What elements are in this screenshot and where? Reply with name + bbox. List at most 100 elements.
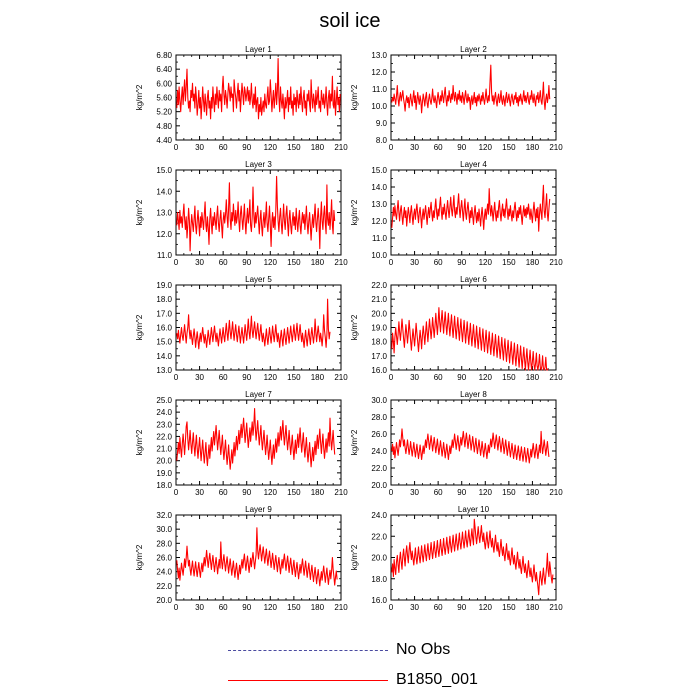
y-tick-label: 32.0 (156, 511, 172, 520)
y-tick-label: 20.0 (371, 554, 387, 563)
y-axis-label: kg/m^2 (135, 314, 144, 340)
y-tick-label: 18.0 (156, 481, 172, 490)
x-tick-label: 60 (219, 603, 228, 612)
y-tick-label: 24.0 (156, 408, 172, 417)
y-tick-label: 17.0 (156, 309, 172, 318)
x-tick-label: 90 (242, 258, 251, 267)
y-tick-label: 10.0 (371, 102, 387, 111)
y-tick-label: 22.0 (156, 582, 172, 591)
legend-b1850-label: B1850_001 (396, 671, 478, 688)
x-tick-label: 30 (410, 603, 419, 612)
y-tick-label: 18.0 (156, 295, 172, 304)
x-tick-label: 60 (219, 488, 228, 497)
series-line (391, 307, 549, 371)
y-tick-label: 11.0 (157, 251, 173, 260)
x-tick-label: 90 (242, 373, 251, 382)
x-tick-label: 0 (389, 603, 394, 612)
x-tick-label: 180 (526, 258, 540, 267)
x-tick-label: 120 (264, 258, 278, 267)
y-tick-label: 19.0 (156, 281, 172, 290)
x-tick-label: 180 (311, 258, 325, 267)
y-axis-label: kg/m^2 (135, 199, 144, 225)
x-tick-label: 60 (219, 258, 228, 267)
y-tick-label: 4.40 (156, 136, 172, 145)
x-tick-label: 60 (434, 373, 443, 382)
panels-canvas: Layer 1 kg/m^2 0 30 60 90 120 150 180 210 4.40 4.80… (135, 45, 563, 612)
panel-9: Layer 9 kg/m^2 0 30 60 90 120 150 180 210 20.0 22.0… (135, 505, 348, 612)
x-tick-label: 120 (479, 488, 493, 497)
x-tick-label: 30 (410, 488, 419, 497)
x-tick-label: 180 (526, 143, 540, 152)
series-line (391, 64, 551, 114)
x-tick-label: 210 (549, 373, 563, 382)
y-tick-label: 23.0 (156, 420, 172, 429)
y-tick-label: 5.20 (156, 108, 172, 117)
x-tick-label: 180 (311, 373, 325, 382)
panel-title: Layer 4 (460, 160, 487, 169)
x-tick-label: 30 (195, 603, 204, 612)
series-line (176, 527, 338, 587)
y-tick-label: 6.00 (156, 79, 172, 88)
y-axis-label: kg/m^2 (350, 199, 359, 225)
x-tick-label: 210 (334, 488, 348, 497)
panel-title: Layer 7 (245, 390, 272, 399)
panel-title: Layer 8 (460, 390, 487, 399)
x-tick-label: 150 (502, 258, 516, 267)
x-tick-label: 180 (311, 603, 325, 612)
x-tick-label: 180 (526, 373, 540, 382)
x-tick-label: 30 (195, 488, 204, 497)
x-tick-label: 30 (195, 373, 204, 382)
y-tick-label: 20.0 (371, 481, 387, 490)
x-tick-label: 90 (242, 603, 251, 612)
x-tick-label: 0 (174, 373, 179, 382)
x-tick-label: 150 (287, 143, 301, 152)
x-tick-label: 0 (174, 143, 179, 152)
legend-no-obs-label: No Obs (396, 641, 451, 658)
y-axis-label: kg/m^2 (350, 429, 359, 455)
y-tick-label: 22.0 (156, 432, 172, 441)
y-tick-label: 15.0 (371, 166, 387, 175)
x-tick-label: 150 (502, 603, 516, 612)
series-line (391, 428, 550, 464)
panel-8: Layer 8 kg/m^2 0 30 60 90 120 150 180 210 20.0 22.0… (350, 390, 563, 497)
y-tick-label: 18.0 (371, 575, 387, 584)
x-tick-label: 90 (457, 143, 466, 152)
x-tick-label: 120 (264, 143, 278, 152)
x-tick-label: 90 (457, 603, 466, 612)
y-tick-label: 24.0 (371, 447, 387, 456)
x-tick-label: 120 (264, 373, 278, 382)
y-tick-label: 12.0 (371, 68, 387, 77)
x-tick-label: 120 (479, 143, 493, 152)
y-tick-label: 11.0 (372, 234, 388, 243)
legend-b1850-line (228, 680, 388, 681)
x-tick-label: 0 (174, 488, 179, 497)
y-tick-label: 6.80 (156, 51, 172, 60)
y-tick-label: 15.0 (156, 166, 172, 175)
y-tick-label: 26.0 (156, 554, 172, 563)
y-axis-label: kg/m^2 (350, 84, 359, 110)
y-tick-label: 25.0 (156, 396, 172, 405)
y-tick-label: 24.0 (371, 511, 387, 520)
y-tick-label: 13.0 (371, 200, 387, 209)
y-tick-label: 21.0 (371, 295, 387, 304)
x-tick-label: 180 (526, 488, 540, 497)
x-tick-label: 150 (502, 488, 516, 497)
x-tick-label: 0 (174, 603, 179, 612)
x-tick-label: 90 (457, 373, 466, 382)
y-tick-label: 19.0 (156, 469, 172, 478)
y-tick-label: 11.0 (372, 85, 388, 94)
x-tick-label: 150 (287, 258, 301, 267)
y-tick-label: 26.0 (371, 430, 387, 439)
panel-title: Layer 5 (245, 275, 272, 284)
panel-4: Layer 4 kg/m^2 0 30 60 90 120 150 180 210 10.0 11.0… (350, 160, 563, 267)
x-tick-label: 60 (219, 373, 228, 382)
y-tick-label: 16.0 (156, 324, 172, 333)
x-tick-label: 150 (287, 603, 301, 612)
x-tick-label: 60 (434, 258, 443, 267)
y-tick-label: 10.0 (371, 251, 387, 260)
y-tick-label: 16.0 (371, 366, 387, 375)
x-tick-label: 180 (311, 488, 325, 497)
series-line (176, 298, 331, 350)
x-tick-label: 120 (479, 603, 493, 612)
x-tick-label: 150 (502, 143, 516, 152)
